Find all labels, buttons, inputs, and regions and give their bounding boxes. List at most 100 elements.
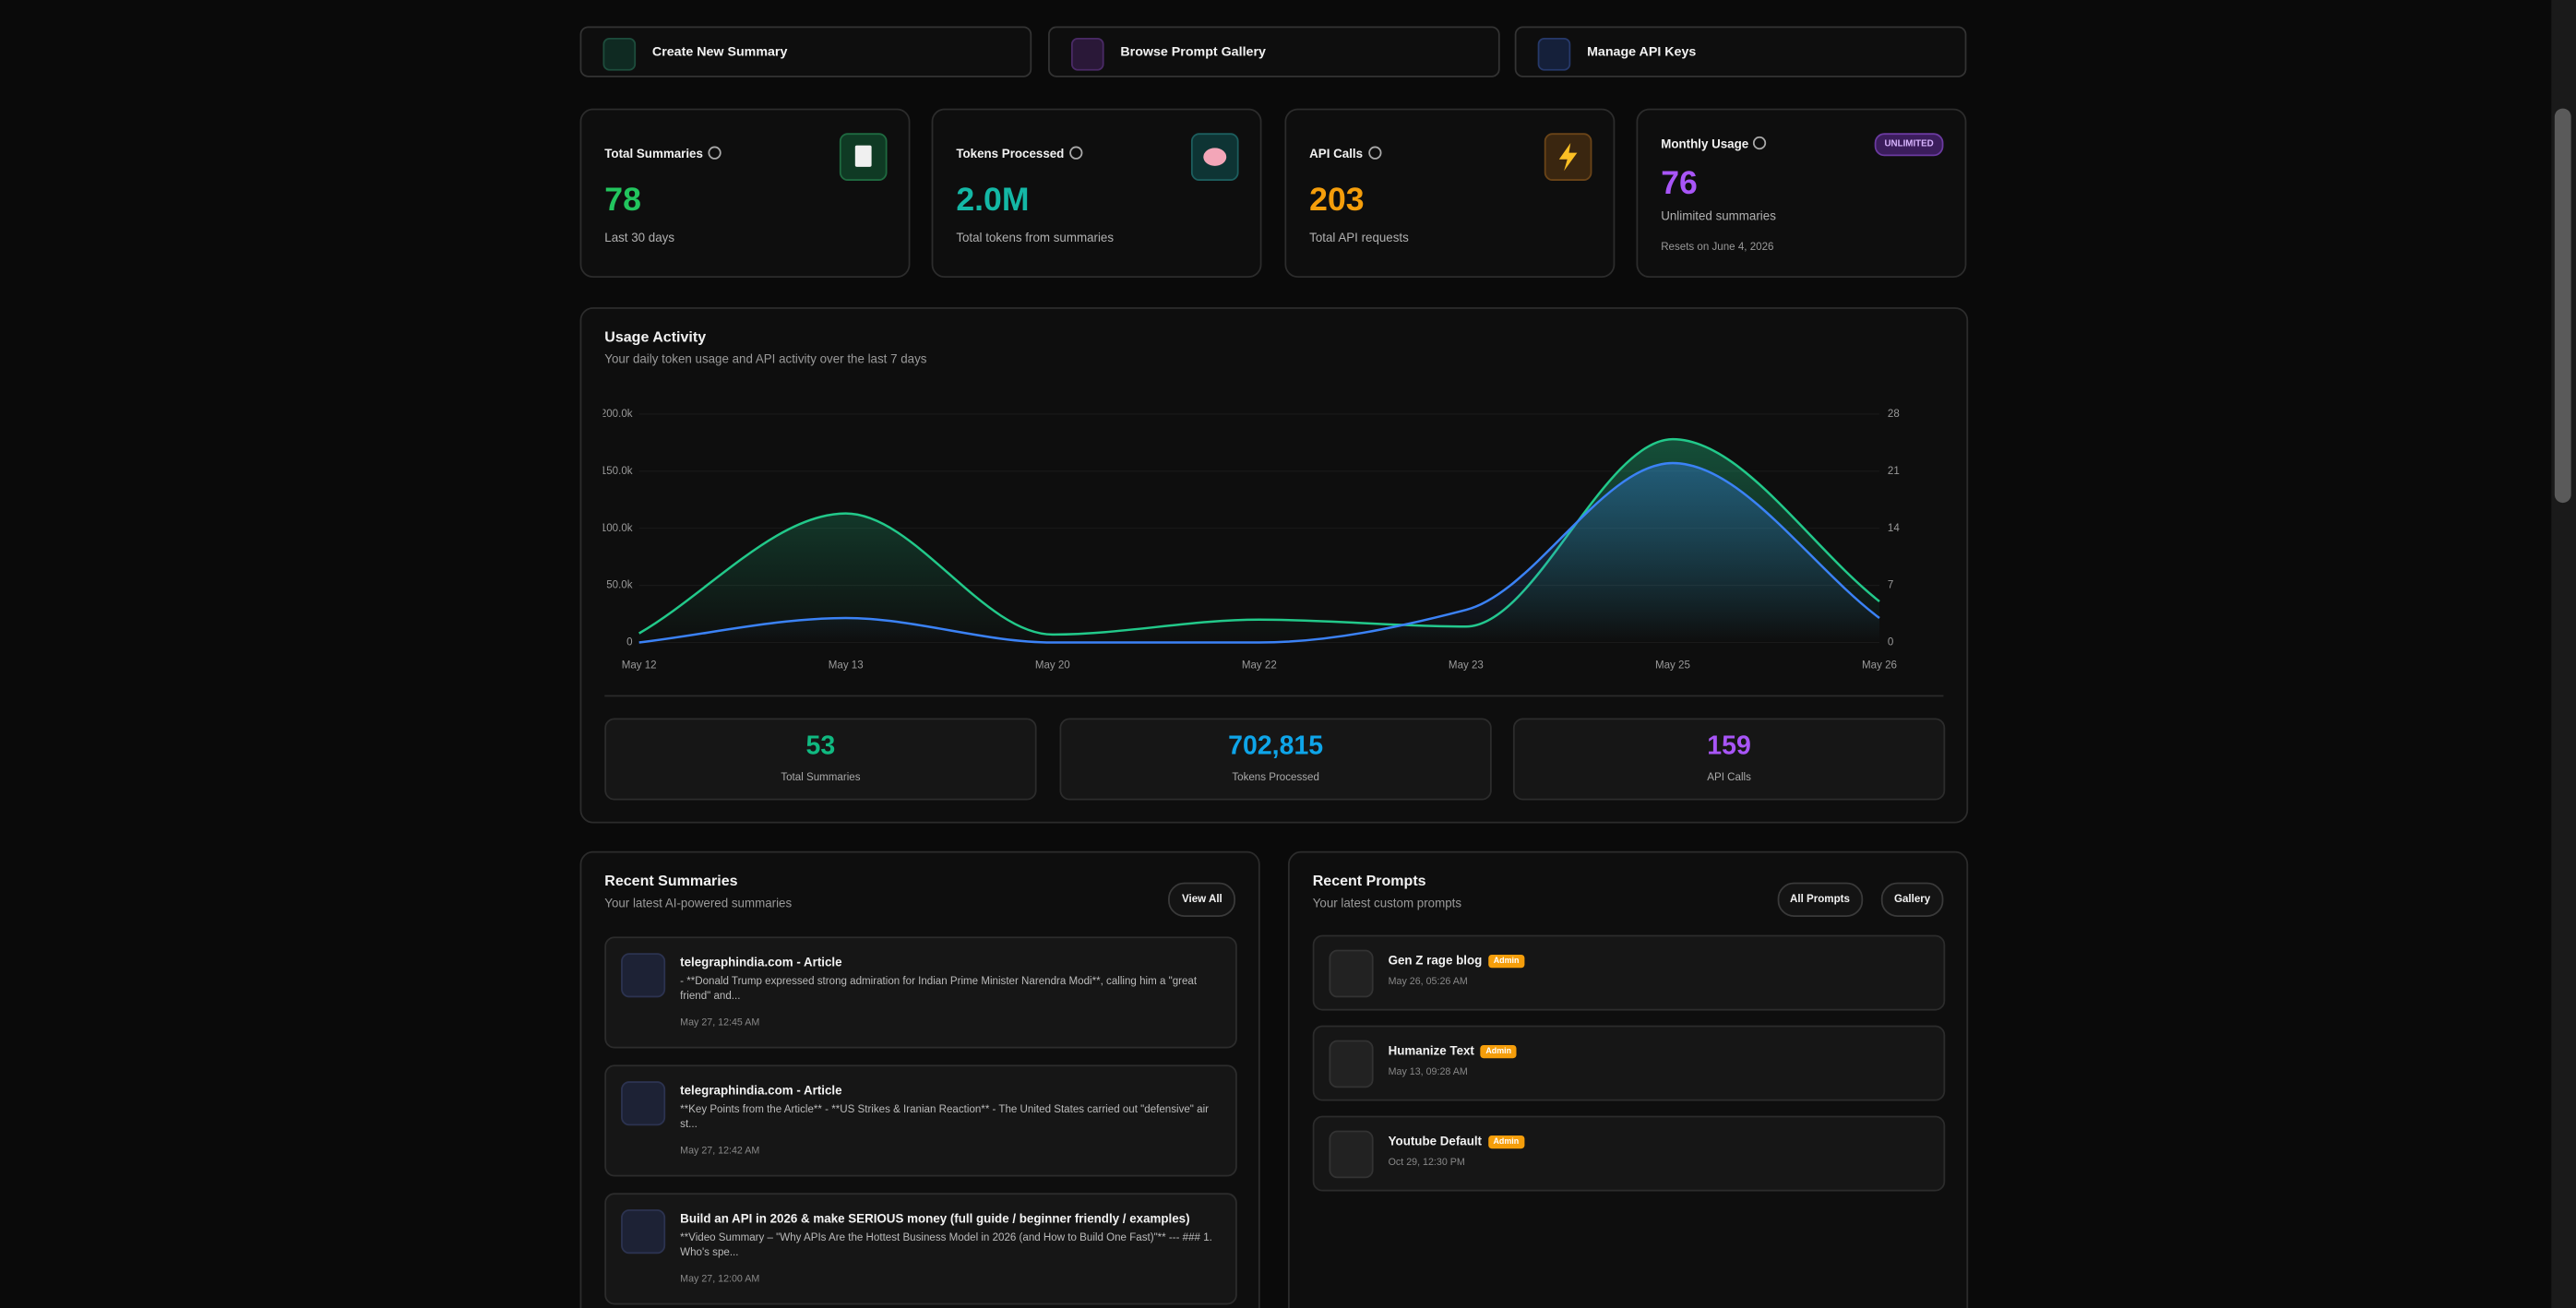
x-tick-label: May 22 xyxy=(1242,660,1277,672)
info-icon xyxy=(1068,146,1082,160)
summaries-card: Recent Summaries Your latest AI-powered … xyxy=(579,850,1260,1308)
card-title: Recent Summaries xyxy=(604,872,738,889)
brain-shape xyxy=(1203,148,1227,166)
y2-tick-label: 7 xyxy=(1888,580,1893,591)
doc-icon xyxy=(854,145,872,167)
line xyxy=(638,461,1880,644)
stat-title-text: Monthly Usage xyxy=(1661,136,1749,151)
doc-shape xyxy=(854,145,872,167)
prompt-name: Humanize Text Admin xyxy=(1388,1043,1517,1059)
stat-icon xyxy=(1544,133,1592,181)
x-tick-label: May 12 xyxy=(622,660,657,672)
y-tick-label: 150.0k xyxy=(602,466,632,477)
stat-title: Total Summaries xyxy=(604,146,722,161)
x-tick-label: May 13 xyxy=(829,660,864,672)
y-tick-label: 0 xyxy=(626,637,632,648)
action-button[interactable]: Manage API Keys xyxy=(1514,26,1967,77)
prompt-item[interactable]: Gen Z rage blog Admin May 26, 05:26 AM xyxy=(1312,934,1946,1011)
admin-badge: Admin xyxy=(1480,1044,1517,1059)
card-subtitle: Your latest custom prompts xyxy=(1312,895,1462,910)
bolt-shape xyxy=(1558,142,1578,172)
x-tick-label: May 20 xyxy=(1035,660,1070,672)
brain-icon xyxy=(1329,1130,1374,1179)
summary-date: May 27, 12:42 AM xyxy=(680,1147,760,1158)
prompts-card: Recent Prompts Your latest custom prompt… xyxy=(1287,850,1969,1308)
stat-caption: Total API requests xyxy=(1309,230,1409,245)
scrollbar-thumb[interactable] xyxy=(2554,108,2571,504)
view-all-button[interactable]: View All xyxy=(1168,882,1236,918)
summary-item[interactable]: telegraphindia.com - Article - **Donald … xyxy=(604,936,1237,1049)
total-box: 702,815 Tokens Processed xyxy=(1059,718,1492,801)
brain-icon xyxy=(1203,148,1227,166)
stat-note: Resets on June 4, 2026 xyxy=(1661,241,1774,254)
summary-item[interactable]: telegraphindia.com - Article **Key Point… xyxy=(604,1064,1237,1177)
stat-card: API Calls 203 Total API requests xyxy=(1284,108,1616,279)
action-button[interactable]: Browse Prompt Gallery xyxy=(1048,26,1500,77)
prompt-item[interactable]: Youtube Default Admin Oct 29, 12:30 PM xyxy=(1312,1115,1946,1192)
prompt-name-text: Humanize Text xyxy=(1388,1043,1474,1059)
summary-excerpt: **Video Summary – "Why APIs Are the Hott… xyxy=(680,1232,1212,1258)
card-subtitle: Your daily token usage and API activity … xyxy=(604,351,927,367)
action-label: Browse Prompt Gallery xyxy=(1120,44,1266,60)
stat-title: Tokens Processed xyxy=(956,146,1082,161)
stat-value: 76 xyxy=(1661,165,1698,203)
stat-card: Total Summaries 78 Last 30 days xyxy=(579,108,911,279)
summary-title: telegraphindia.com - Article xyxy=(680,1082,842,1098)
total-label: Total Summaries xyxy=(781,772,861,784)
total-value: 702,815 xyxy=(1228,732,1324,761)
action-label: Create New Summary xyxy=(651,44,788,60)
stat-value: 78 xyxy=(604,182,641,219)
y2-tick-label: 0 xyxy=(1888,637,1893,648)
info-icon xyxy=(708,146,722,160)
y2-tick-label: 21 xyxy=(1888,466,1900,477)
prompt-name: Gen Z rage blog Admin xyxy=(1389,953,1524,969)
y2-tick-label: 14 xyxy=(1888,523,1900,534)
total-box: 53 Total Summaries xyxy=(604,718,1037,801)
stat-caption: Total tokens from summaries xyxy=(956,230,1115,245)
card-title: Recent Prompts xyxy=(1312,872,1426,889)
stat-icon xyxy=(1190,133,1239,181)
bolt-icon xyxy=(1558,142,1578,172)
line xyxy=(638,437,1880,636)
prompt-item[interactable]: Humanize Text Admin May 13, 09:28 AM xyxy=(1312,1025,1946,1101)
stat-value: 203 xyxy=(1309,182,1365,219)
x-tick-label: May 25 xyxy=(1655,660,1690,672)
stat-title-text: Total Summaries xyxy=(604,146,703,161)
y-tick-label: 100.0k xyxy=(602,523,632,534)
total-value: 53 xyxy=(805,732,836,761)
plan-badge: UNLIMITED xyxy=(1874,133,1944,157)
prompt-name: Youtube Default Admin xyxy=(1388,1134,1524,1149)
total-label: API Calls xyxy=(1707,772,1751,784)
summary-item[interactable]: Build an API in 2026 & make SERIOUS mone… xyxy=(604,1193,1237,1305)
summary-date: May 27, 12:00 AM xyxy=(680,1275,760,1286)
prompt-name-text: Youtube Default xyxy=(1388,1134,1483,1149)
stat-value: 2.0M xyxy=(956,182,1030,219)
scrollbar[interactable] xyxy=(2551,0,2576,1308)
prompt-date: Oct 29, 12:30 PM xyxy=(1388,1158,1465,1169)
stat-card: Tokens Processed 2.0M Total tokens from … xyxy=(931,108,1262,279)
total-value: 159 xyxy=(1707,732,1751,761)
summary-title: Build an API in 2026 & make SERIOUS mone… xyxy=(680,1210,1190,1226)
usage-chart: 0 50.0k 100.0k 150.0k 200.0k 0 7 14 21 28 May 12 Ma… xyxy=(602,409,1900,672)
area xyxy=(638,462,1880,643)
all-prompts-button[interactable]: All Prompts xyxy=(1776,882,1864,918)
action-button[interactable]: Create New Summary xyxy=(579,26,1032,77)
stat-icon xyxy=(839,133,888,181)
x-tick-label: May 23 xyxy=(1449,660,1484,672)
icon xyxy=(1070,37,1104,71)
stat-title-text: Tokens Processed xyxy=(956,146,1065,161)
stat-card: Monthly Usage UNLIMITED 76 Unlimited sum… xyxy=(1636,108,1967,279)
stat-caption: Last 30 days xyxy=(604,230,674,245)
link-icon xyxy=(621,1209,666,1254)
gallery-button[interactable]: Gallery xyxy=(1880,882,1944,918)
y-tick-label: 50.0k xyxy=(606,580,632,591)
action-label: Manage API Keys xyxy=(1587,44,1697,60)
info-icon xyxy=(1367,146,1381,160)
total-label: Tokens Processed xyxy=(1232,772,1319,784)
summary-excerpt: - **Donald Trump expressed strong admira… xyxy=(680,976,1198,1002)
icon xyxy=(1537,37,1571,71)
link-icon xyxy=(621,1081,666,1126)
